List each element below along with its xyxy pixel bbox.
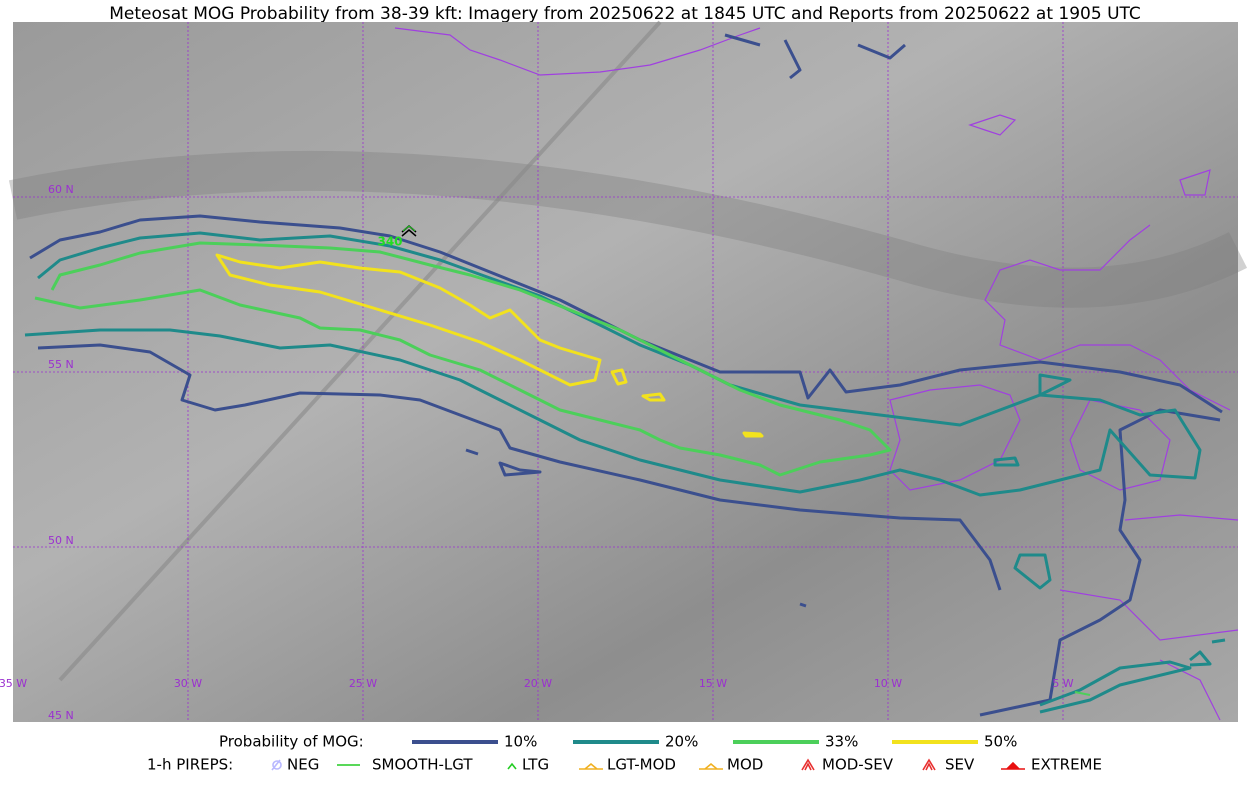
graticule-labels: 60 N 55 N 50 N 45 N 35 W 30 W 25 W 20 W 15 W 10 W… xyxy=(0,183,1074,722)
legend-label: 10% xyxy=(504,733,537,751)
pirep-label: EXTREME xyxy=(1031,756,1102,774)
pirep-label: LTG xyxy=(522,756,549,774)
longitude-label: 10 W xyxy=(874,677,902,690)
longitude-label: 5 W xyxy=(1052,677,1073,690)
pirep-icon xyxy=(699,762,723,770)
pirep-icon xyxy=(402,225,416,232)
longitude-label: 30 W xyxy=(174,677,202,690)
pirep-label: SEV xyxy=(945,756,975,774)
pirep-label: NEG xyxy=(287,756,319,774)
graticule xyxy=(13,22,1238,722)
legend-label: 33% xyxy=(825,733,858,751)
pirep-icon xyxy=(1001,761,1025,770)
legend-label: 20% xyxy=(665,733,698,751)
pirep-legend-title: 1-h PIREPS: xyxy=(147,756,233,774)
latitude-label: 50 N xyxy=(48,534,74,547)
latitude-label: 45 N xyxy=(48,709,74,722)
pirep-label: LGT-MOD xyxy=(607,756,676,774)
image-texture xyxy=(8,150,1248,308)
pirep-icon xyxy=(507,762,517,770)
report-label: 340 xyxy=(377,235,402,249)
pirep-label: MOD-SEV xyxy=(822,756,894,774)
legend-label: 50% xyxy=(984,733,1017,751)
pirep-icon xyxy=(271,759,282,771)
legend-title: Probability of MOG: xyxy=(219,733,364,751)
longitude-label: 35 W xyxy=(0,677,27,690)
longitude-label: 25 W xyxy=(349,677,377,690)
map-title: Meteosat MOG Probability from 38-39 kft:… xyxy=(109,4,1141,24)
legend: Probability of MOG: 10% 20% 33% 50% 1-h PIREP… xyxy=(147,733,1102,774)
pirep-icon xyxy=(801,758,815,771)
pirep-icon xyxy=(579,762,603,770)
probability-contours xyxy=(24,33,1226,717)
longitude-label: 20 W xyxy=(524,677,552,690)
latitude-label: 55 N xyxy=(48,358,74,371)
pirep-icon xyxy=(922,758,936,771)
latitude-label: 60 N xyxy=(48,183,74,196)
pirep-label: SMOOTH-LGT xyxy=(372,756,473,774)
map: 340 xyxy=(8,20,1248,722)
longitude-label: 15 W xyxy=(699,677,727,690)
pirep-label: MOD xyxy=(727,756,763,774)
